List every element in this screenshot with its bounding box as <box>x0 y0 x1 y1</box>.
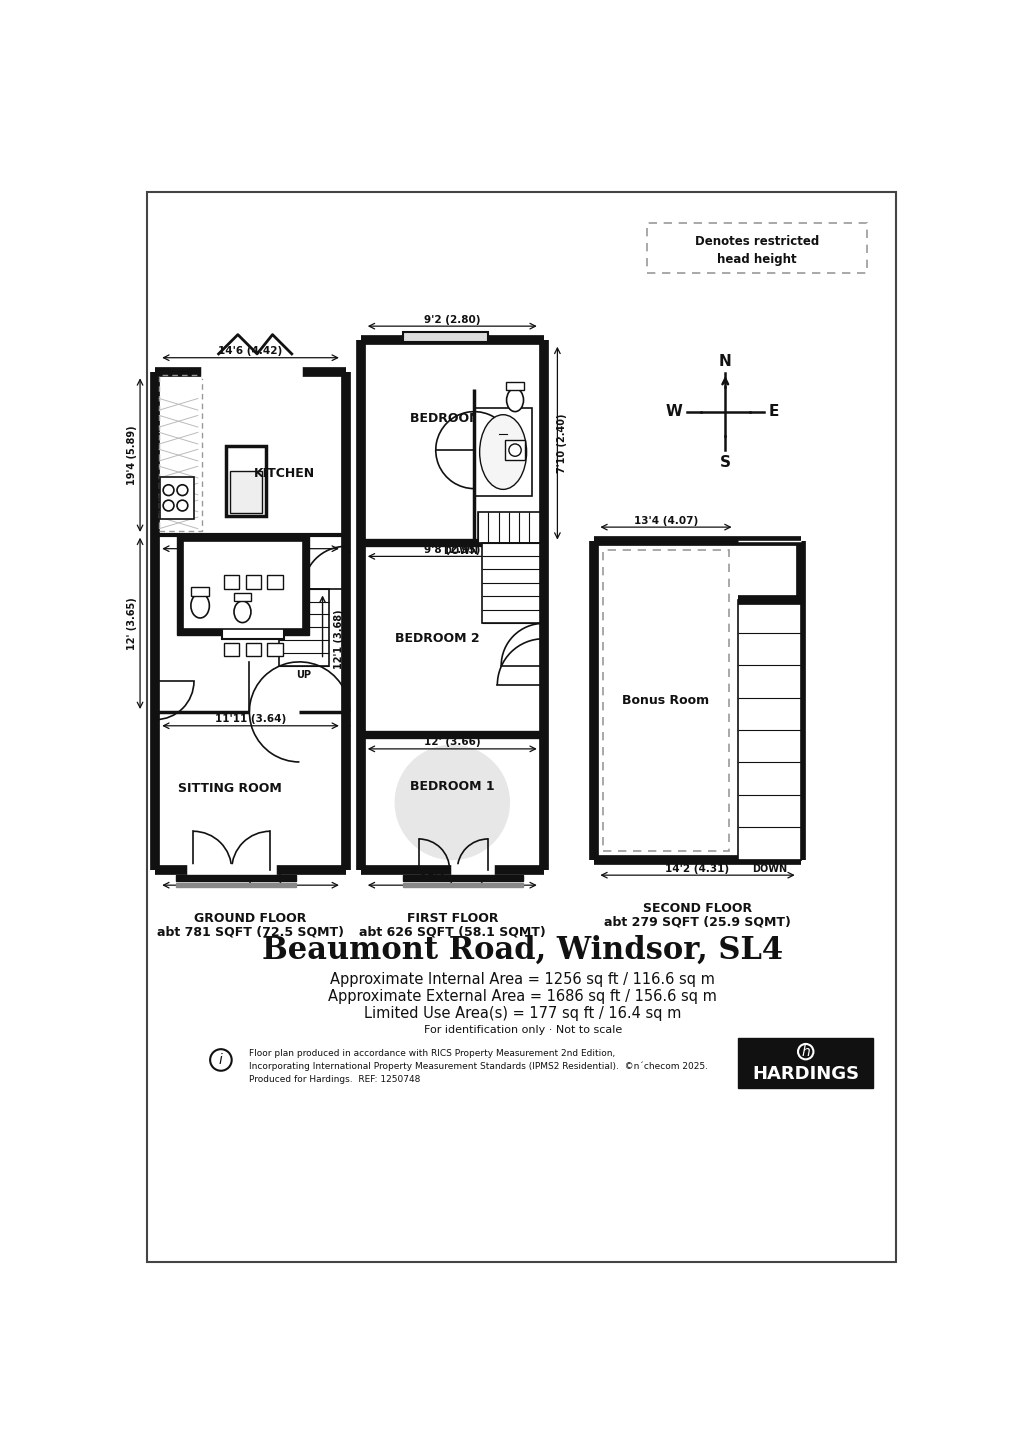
Circle shape <box>177 484 187 496</box>
Bar <box>191 586 209 597</box>
Text: SECOND FLOOR: SECOND FLOOR <box>642 902 751 915</box>
Bar <box>246 643 261 657</box>
Bar <box>233 594 251 601</box>
Text: 11'11 (3.64): 11'11 (3.64) <box>215 715 286 725</box>
Text: 15'4 (4.67): 15'4 (4.67) <box>420 873 484 883</box>
Text: BEDROOM 2: BEDROOM 2 <box>394 633 479 646</box>
Ellipse shape <box>479 415 526 490</box>
Circle shape <box>797 1043 812 1059</box>
Bar <box>160 477 194 519</box>
Text: 19'4 (5.89): 19'4 (5.89) <box>126 425 137 486</box>
Text: h: h <box>801 1045 809 1059</box>
Bar <box>505 382 524 391</box>
Text: 9'2 (2.80): 9'2 (2.80) <box>424 314 480 324</box>
Text: Floor plan produced in accordance with RICS Property Measurement 2nd Edition,
In: Floor plan produced in accordance with R… <box>250 1049 708 1084</box>
Text: DINING ROOM: DINING ROOM <box>181 621 279 634</box>
Circle shape <box>177 500 187 512</box>
Text: E: E <box>767 403 777 419</box>
Text: 14'2 (4.31): 14'2 (4.31) <box>664 863 729 873</box>
Bar <box>176 875 296 880</box>
Bar <box>159 376 202 530</box>
Text: BEDROOM 1: BEDROOM 1 <box>410 781 494 794</box>
Ellipse shape <box>191 594 209 618</box>
Text: 13'4 (4.07): 13'4 (4.07) <box>633 516 697 526</box>
Text: BEDROOM 3: BEDROOM 3 <box>410 412 494 425</box>
Text: 14'6 (4.42): 14'6 (4.42) <box>218 346 282 356</box>
Text: abt 781 SQFT (72.5 SQMT): abt 781 SQFT (72.5 SQMT) <box>157 927 343 940</box>
Ellipse shape <box>233 601 251 623</box>
Bar <box>267 575 282 589</box>
Bar <box>403 883 523 886</box>
Text: W: W <box>664 403 682 419</box>
Text: Beaumont Road, Windsor, SL4: Beaumont Road, Windsor, SL4 <box>262 935 783 967</box>
Bar <box>403 333 488 342</box>
Text: UP: UP <box>501 535 516 545</box>
Circle shape <box>210 1049 231 1071</box>
Text: KITCHEN: KITCHEN <box>254 467 314 480</box>
Text: DOWN: DOWN <box>442 546 478 556</box>
Text: GROUND FLOOR: GROUND FLOOR <box>195 912 307 925</box>
Bar <box>230 471 262 513</box>
Bar <box>176 883 296 886</box>
Text: 7'10 (2.40): 7'10 (2.40) <box>556 414 567 473</box>
Bar <box>647 223 866 272</box>
Bar <box>224 643 239 657</box>
Bar <box>177 535 309 635</box>
Text: Approximate External Area = 1686 sq ft / 156.6 sq m: Approximate External Area = 1686 sq ft /… <box>328 989 716 1004</box>
Bar <box>504 440 525 460</box>
Text: N: N <box>718 353 731 369</box>
Bar <box>602 550 729 850</box>
Text: 12' (3.65): 12' (3.65) <box>126 597 137 650</box>
Text: Approximate Internal Area = 1256 sq ft / 116.6 sq m: Approximate Internal Area = 1256 sq ft /… <box>330 973 714 987</box>
Circle shape <box>163 484 174 496</box>
Text: i: i <box>219 1053 222 1066</box>
Text: Limited Use Area(s) = 177 sq ft / 16.4 sq m: Limited Use Area(s) = 177 sq ft / 16.4 s… <box>364 1006 681 1022</box>
Text: Denotes restricted: Denotes restricted <box>694 235 818 248</box>
Text: FIRST FLOOR: FIRST FLOOR <box>407 912 497 925</box>
Text: abt 626 SQFT (58.1 SQMT): abt 626 SQFT (58.1 SQMT) <box>359 927 545 940</box>
Bar <box>183 540 303 628</box>
Text: SITTING ROOM: SITTING ROOM <box>178 782 281 795</box>
Text: 12' (3.66): 12' (3.66) <box>424 738 480 748</box>
Text: 11'8 (3.56): 11'8 (3.56) <box>218 873 282 883</box>
Bar <box>267 643 282 657</box>
Bar <box>738 601 801 860</box>
Text: head height: head height <box>716 252 796 265</box>
Bar <box>222 592 283 638</box>
Text: UP: UP <box>296 670 311 680</box>
Circle shape <box>394 745 510 860</box>
Bar <box>403 875 523 880</box>
Bar <box>224 575 239 589</box>
Bar <box>481 542 539 624</box>
Bar <box>226 447 266 516</box>
Text: DOWN: DOWN <box>752 865 787 875</box>
Bar <box>738 1038 872 1088</box>
Bar <box>246 575 261 589</box>
Text: 9'8 (2.95): 9'8 (2.95) <box>424 545 480 555</box>
Text: 12'1 (3.68): 12'1 (3.68) <box>334 610 343 669</box>
Text: Bonus Room: Bonus Room <box>622 695 709 708</box>
Text: S: S <box>719 455 730 470</box>
Text: HARDINGS: HARDINGS <box>751 1065 858 1082</box>
Ellipse shape <box>506 389 523 412</box>
Bar <box>474 408 532 496</box>
Text: 9'7 (2.93): 9'7 (2.93) <box>222 537 278 548</box>
Bar <box>278 589 328 666</box>
Text: abt 279 SQFT (25.9 SQMT): abt 279 SQFT (25.9 SQMT) <box>603 916 790 929</box>
Circle shape <box>163 500 174 512</box>
Bar <box>478 512 539 542</box>
Text: For identification only · Not to scale: For identification only · Not to scale <box>423 1025 622 1035</box>
Circle shape <box>508 444 521 457</box>
